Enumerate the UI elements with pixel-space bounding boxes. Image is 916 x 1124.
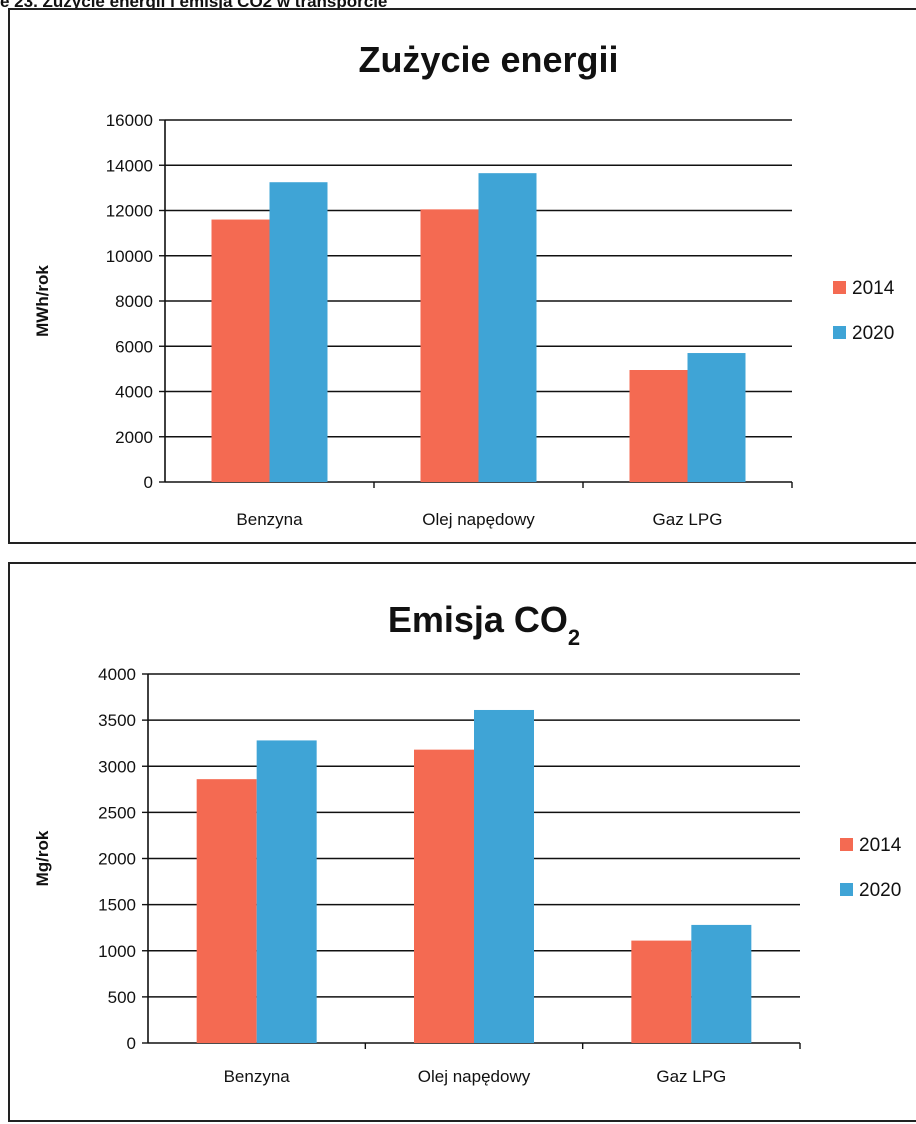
energy-y-axis-label: MWh/rok [33,265,52,337]
energy-y-tick-label: 10000 [106,247,153,266]
energy-legend-swatch-2020 [833,326,846,339]
co2-y-tick-label: 3000 [98,757,136,776]
co2-y-axis-label: Mg/rok [33,830,52,886]
co2-legend-label-2020: 2020 [859,880,901,901]
co2-chart-title: Emisja CO2 [388,599,580,650]
co2-bar-2020-0 [256,740,317,1043]
co2-y-tick-label: 1000 [98,942,136,961]
co2-chart-title-subscript: 2 [568,625,580,650]
co2-category-label: Benzyna [224,1067,291,1086]
figure-caption: e 23. Zużycie energii i emisja CO2 w tra… [0,0,388,11]
co2-bar-2014-0 [196,779,257,1043]
energy-chart: Zużycie energii 0 2000 4000 6000 8000 10000 120… [33,39,895,529]
co2-bar-2020-2 [691,924,752,1043]
energy-y-tick-label: 16000 [106,111,153,130]
co2-y-tick-label: 2000 [98,850,136,869]
energy-y-tick-label: 14000 [106,156,153,175]
energy-bar-2020-1 [478,173,537,482]
energy-category-label: Olej napędowy [422,510,535,529]
co2-bar-2020-1 [474,709,534,1043]
co2-chart-panel: Emisja CO2 0 500 1000 1500 2000 2500 3000 3500 40… [8,562,916,1122]
energy-legend-swatch-2014 [833,281,846,294]
co2-y-tick-label: 500 [108,988,136,1007]
co2-y-tick-label: 4000 [98,665,136,684]
co2-category-label: Gaz LPG [656,1067,726,1086]
co2-y-tick-label: 3500 [98,711,136,730]
energy-category-label: Gaz LPG [653,510,723,529]
energy-y-tick-label: 2000 [115,428,153,447]
co2-bar-2014-1 [414,749,474,1043]
co2-y-tick-label: 0 [127,1034,136,1053]
energy-bar-2020-2 [687,353,746,482]
energy-legend-label-2014: 2014 [852,278,895,299]
energy-y-tick-label: 6000 [115,337,153,356]
energy-y-tick-label: 0 [144,473,153,492]
co2-legend-swatch-2020 [840,883,853,896]
co2-legend-label-2014: 2014 [859,835,902,856]
energy-bar-2020-0 [269,182,328,482]
energy-chart-panel: Zużycie energii 0 2000 4000 6000 8000 10000 120… [8,8,916,544]
energy-y-tick-label: 4000 [115,383,153,402]
energy-bar-2014-2 [629,370,688,482]
energy-bar-2014-1 [420,209,479,482]
energy-legend-label-2020: 2020 [852,323,894,344]
co2-y-tick-label: 1500 [98,896,136,915]
energy-bar-2014-0 [211,219,270,483]
co2-bar-2014-2 [631,940,692,1043]
energy-chart-title: Zużycie energii [358,39,618,80]
co2-legend-swatch-2014 [840,838,853,851]
energy-category-label: Benzyna [236,510,303,529]
energy-y-tick-label: 8000 [115,292,153,311]
co2-chart: Emisja CO2 0 500 1000 1500 2000 2500 3000 3500 40… [33,599,902,1086]
energy-y-tick-label: 12000 [106,202,153,221]
co2-y-tick-label: 2500 [98,803,136,822]
co2-category-label: Olej napędowy [418,1067,531,1086]
